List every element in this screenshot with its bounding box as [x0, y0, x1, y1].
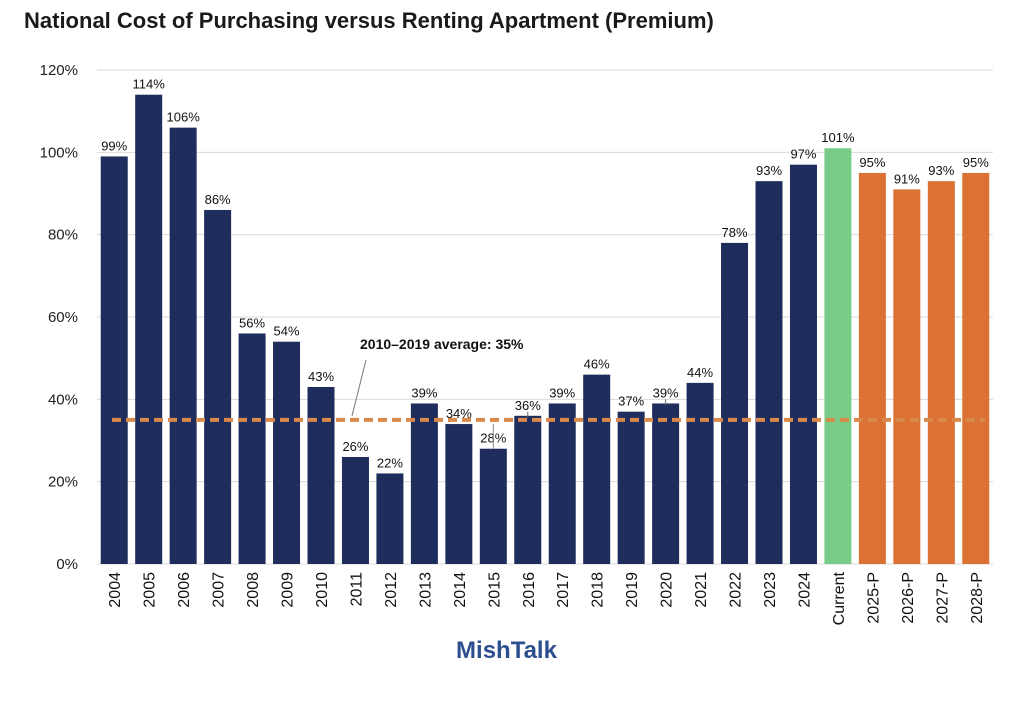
bar [583, 374, 611, 564]
x-tick-label: 2016 [521, 572, 538, 608]
x-tick-label: 2011 [348, 572, 365, 607]
x-axis-labels: 2004 2005 2006 2007 2008 2009 2010 2011 2012 2013… [107, 571, 986, 625]
x-tick-label: 2017 [555, 572, 572, 608]
data-label: 97% [790, 147, 816, 162]
bar [514, 415, 542, 564]
gridlines [97, 69, 993, 565]
x-tick-label: 2004 [107, 572, 124, 608]
bar [824, 148, 852, 564]
x-tick-label: 2026-P [900, 572, 917, 624]
x-tick-label: 2022 [728, 572, 745, 608]
data-label: 22% [377, 455, 403, 470]
x-tick-label: 2023 [762, 572, 779, 608]
x-tick-label: 2012 [383, 572, 400, 608]
x-tick-label: 2021 [693, 572, 710, 608]
data-label: 99% [101, 138, 127, 153]
chart-title: National Cost of Purchasing versus Renti… [24, 8, 714, 33]
bar [686, 382, 714, 564]
bar [100, 156, 128, 564]
data-label: 39% [411, 385, 437, 400]
data-label: 86% [205, 192, 231, 207]
y-axis-ticks: 0% 20% 40% 60% 80% 100% 120% [40, 62, 78, 573]
bar [652, 403, 680, 564]
y-tick-label: 60% [48, 309, 78, 326]
x-tick-label: 2010 [314, 572, 331, 608]
data-label: 93% [928, 163, 954, 178]
bar [755, 181, 783, 564]
data-label: 43% [308, 369, 334, 384]
bar [307, 386, 335, 564]
bar [962, 172, 990, 564]
average-label: 2010–2019 average: 35% [360, 336, 524, 352]
bar [858, 172, 886, 564]
data-label: 95% [859, 155, 885, 170]
x-tick-label: 2028-P [969, 572, 986, 624]
data-label: 26% [342, 439, 368, 454]
x-tick-label: Current [831, 571, 848, 625]
bar [721, 242, 749, 564]
data-label: 39% [549, 385, 575, 400]
bar [445, 424, 473, 564]
bars [100, 94, 990, 564]
x-tick-label: 2009 [280, 572, 297, 608]
data-label: 36% [515, 398, 541, 413]
data-labels: 99%114%106%86%56%54%43%26%22%39%34%28%36… [101, 77, 989, 471]
x-tick-label: 2006 [176, 572, 193, 608]
data-label: 56% [239, 315, 265, 330]
bar [789, 164, 817, 564]
bar [376, 473, 404, 564]
y-tick-label: 80% [48, 227, 78, 244]
data-label: 93% [756, 163, 782, 178]
bar [927, 181, 955, 564]
x-tick-label: 2008 [245, 572, 262, 608]
x-tick-label: 2014 [452, 572, 469, 608]
x-tick-label: 2019 [624, 572, 641, 608]
bar [341, 456, 369, 564]
x-tick-label: 2018 [590, 572, 607, 608]
y-tick-label: 100% [40, 144, 78, 161]
average-line-group: 2010–2019 average: 35% [112, 336, 985, 422]
data-label: 114% [133, 77, 166, 92]
bar [238, 333, 266, 564]
data-label: 95% [963, 155, 989, 170]
y-tick-label: 40% [48, 391, 78, 408]
x-tick-label: 2024 [796, 572, 813, 608]
bar [169, 127, 197, 564]
bar [617, 411, 645, 564]
x-tick-label: 2025-P [865, 572, 882, 624]
watermark: MishTalk [456, 637, 557, 664]
data-label: 46% [584, 357, 610, 372]
x-tick-label: 2005 [142, 572, 159, 608]
bar [135, 94, 163, 564]
data-label: 34% [446, 406, 472, 421]
y-tick-label: 120% [40, 62, 78, 79]
data-label: 54% [274, 324, 300, 339]
x-tick-label: 2015 [486, 572, 503, 608]
data-label: 37% [618, 394, 644, 409]
x-tick-label: 2020 [659, 572, 676, 608]
bar [548, 403, 576, 564]
y-tick-label: 20% [48, 474, 78, 491]
data-label: 101% [821, 130, 855, 145]
bar [273, 341, 301, 564]
bar [893, 189, 921, 564]
bar [204, 209, 232, 564]
data-label: 91% [894, 171, 920, 186]
data-label: 78% [722, 225, 748, 240]
bar [479, 448, 507, 564]
data-label: 44% [687, 365, 713, 380]
average-leader [351, 359, 367, 417]
y-tick-label: 0% [56, 556, 78, 573]
data-label: 39% [653, 385, 679, 400]
data-label: 106% [167, 110, 201, 125]
x-tick-label: 2013 [417, 572, 434, 608]
x-tick-label: 2007 [211, 572, 228, 608]
bar [410, 403, 438, 564]
x-tick-label: 2027-P [934, 572, 951, 624]
